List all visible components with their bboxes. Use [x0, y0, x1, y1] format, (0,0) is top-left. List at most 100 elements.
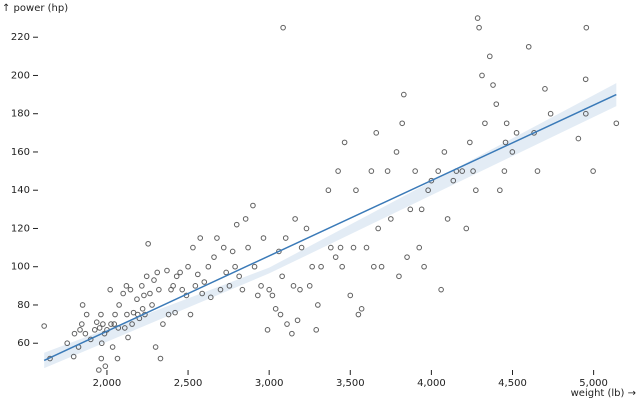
point: [194, 271, 201, 278]
point: [123, 283, 130, 289]
point: [289, 330, 295, 337]
point: [371, 263, 377, 270]
point: [613, 120, 620, 127]
point: [297, 286, 303, 293]
point: [79, 321, 85, 327]
point: [124, 311, 130, 318]
point: [255, 292, 261, 299]
point: [116, 302, 122, 308]
point: [332, 254, 339, 260]
y-axis-label: ↑ power (hp): [2, 3, 68, 14]
point: [399, 120, 405, 127]
point: [223, 269, 229, 276]
point: [401, 91, 407, 98]
point: [236, 273, 242, 280]
point: [582, 76, 589, 83]
point: [139, 305, 146, 312]
x-tick-label: 3,500: [336, 378, 365, 389]
point: [428, 177, 435, 184]
point: [143, 273, 150, 280]
point: [450, 177, 457, 184]
point: [232, 263, 238, 270]
point: [502, 139, 509, 146]
point: [207, 294, 214, 301]
point: [251, 263, 258, 270]
point: [96, 367, 102, 373]
point: [412, 168, 418, 174]
point: [264, 327, 271, 333]
point: [139, 283, 145, 289]
point: [438, 286, 444, 293]
x-tick-label: 5,000: [579, 378, 608, 389]
point: [363, 244, 370, 251]
point: [425, 187, 431, 194]
point: [404, 254, 410, 260]
point: [98, 340, 105, 347]
point: [435, 168, 442, 174]
y-tick-label: 60: [17, 338, 30, 349]
point: [125, 334, 131, 341]
point: [98, 311, 104, 318]
point: [197, 235, 204, 241]
point: [459, 168, 466, 174]
y-tick-label: 220: [11, 32, 30, 43]
point: [172, 309, 178, 316]
point: [467, 139, 473, 146]
y-tick-label: 140: [11, 185, 30, 196]
point: [501, 168, 508, 174]
y-tick-label: 80: [17, 300, 30, 311]
point: [315, 302, 321, 308]
point: [96, 325, 103, 331]
point: [250, 202, 256, 209]
point: [91, 327, 98, 333]
point: [120, 290, 126, 297]
point: [41, 323, 47, 329]
point: [490, 82, 496, 88]
trend-line: [43, 93, 617, 362]
point: [129, 321, 135, 327]
point: [542, 86, 548, 92]
point: [479, 72, 485, 79]
point: [583, 110, 589, 117]
point: [157, 355, 164, 362]
point: [165, 311, 172, 318]
point: [575, 135, 582, 142]
confidence-band: [44, 83, 617, 369]
point: [102, 363, 109, 369]
point: [164, 267, 170, 274]
point: [272, 305, 279, 312]
point: [284, 321, 290, 327]
point: [269, 292, 276, 299]
point: [473, 187, 479, 194]
point: [590, 168, 596, 174]
point: [260, 235, 267, 241]
point: [503, 120, 510, 127]
point: [358, 305, 365, 312]
y-tick-label: 160: [11, 147, 30, 158]
point: [93, 319, 100, 325]
point: [368, 168, 375, 174]
point: [239, 286, 246, 293]
x-tick-label: 4,000: [417, 378, 446, 389]
point: [375, 225, 381, 232]
x-tick-label: 4,500: [498, 378, 527, 389]
point: [220, 244, 227, 251]
point: [152, 344, 159, 350]
point: [111, 321, 118, 327]
y-tick-label: 120: [11, 223, 30, 234]
point: [70, 353, 77, 360]
point: [513, 130, 520, 136]
point: [407, 206, 414, 213]
x-tick-label: 3,000: [255, 378, 284, 389]
point: [277, 311, 284, 318]
point: [112, 311, 118, 318]
point: [141, 292, 147, 299]
point: [201, 279, 208, 285]
point: [476, 24, 482, 31]
point: [160, 321, 166, 327]
point: [190, 244, 196, 251]
point: [187, 311, 194, 318]
point: [185, 263, 191, 270]
y-tick-label: 180: [11, 109, 30, 120]
point: [347, 292, 354, 299]
